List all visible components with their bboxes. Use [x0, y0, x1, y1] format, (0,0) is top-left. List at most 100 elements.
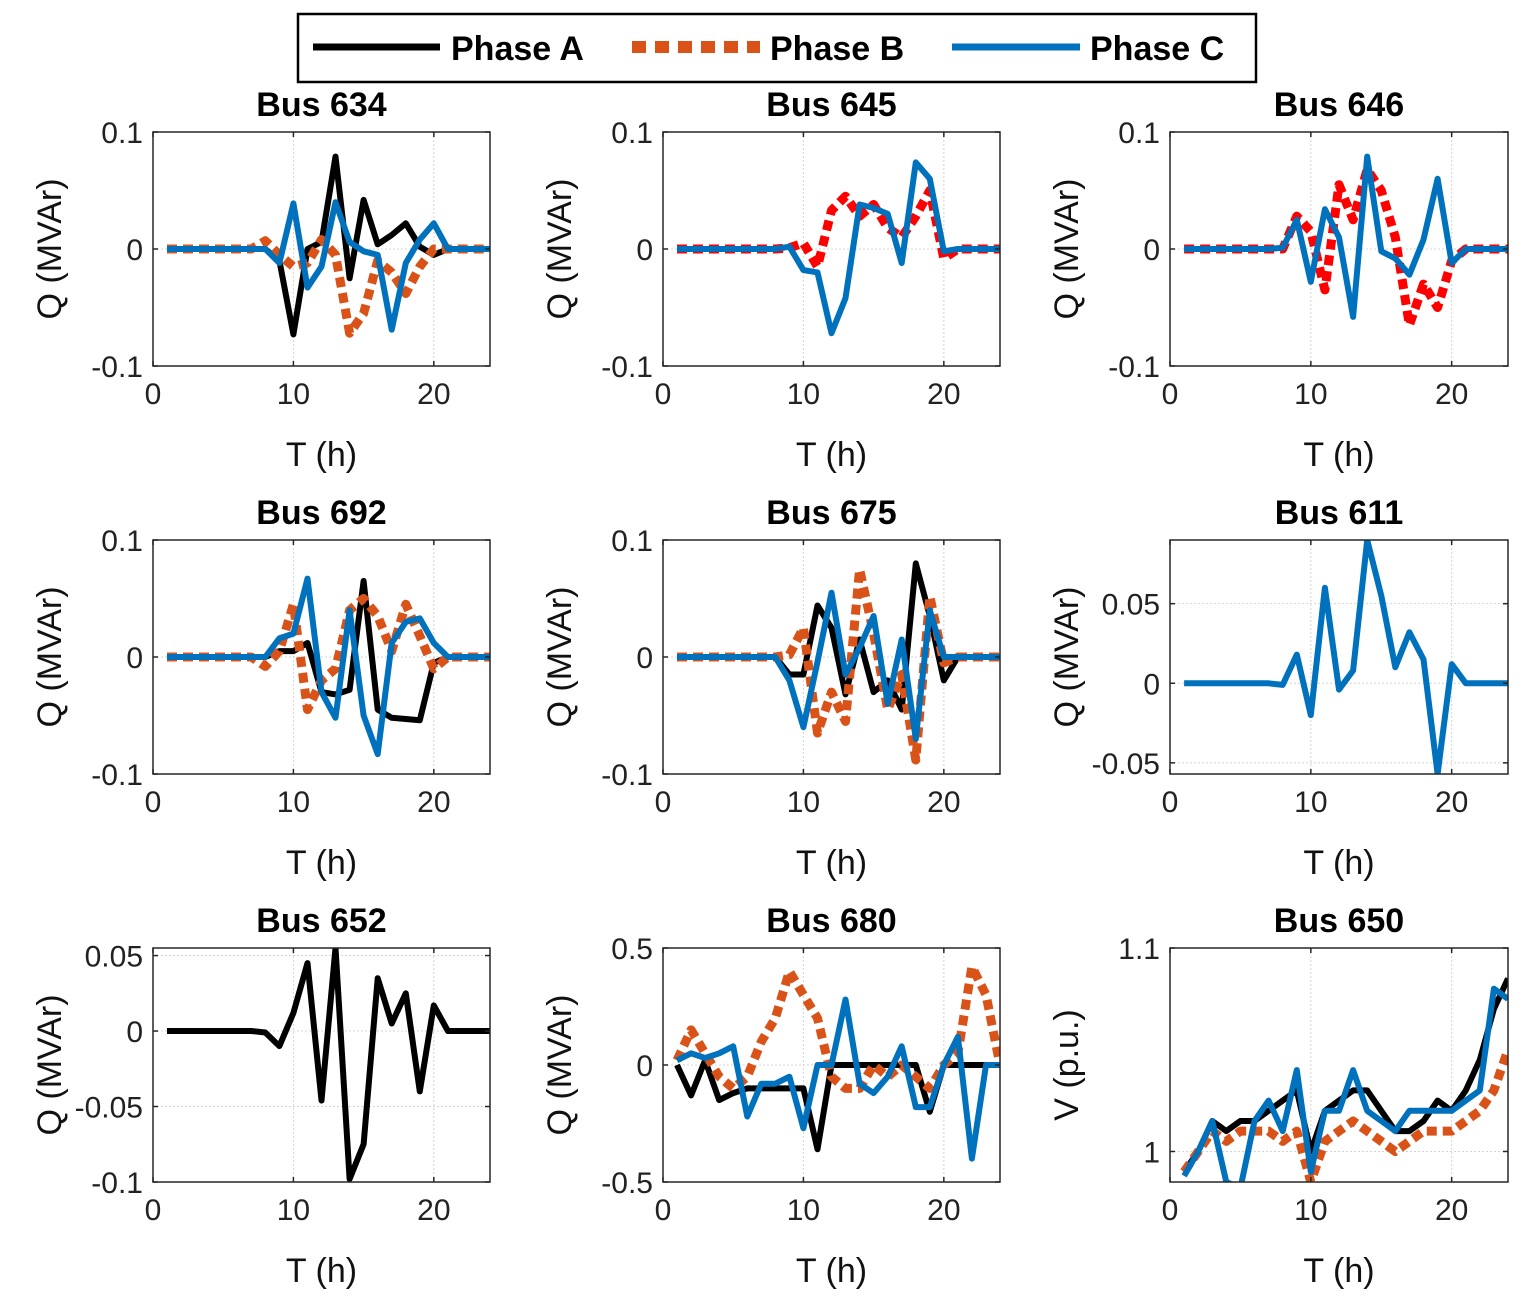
series-line-phase-c [167, 575, 490, 758]
y-tick-label: 1 [1143, 1136, 1160, 1169]
y-tick-label: 0 [126, 642, 143, 675]
x-axis-label: T (h) [286, 436, 357, 474]
x-axis-label: T (h) [286, 1252, 357, 1290]
subplot-bus-650: 0 10 20 1 1.1 Bus 650 T (h) V (p.u.) [1048, 902, 1509, 1290]
subplot-title: Bus 645 [766, 86, 896, 124]
x-tick-label: 0 [655, 1194, 672, 1227]
subplot-title: Bus 611 [1275, 494, 1404, 532]
x-axis-label: T (h) [1303, 844, 1374, 882]
y-axis-label: V (p.u.) [1048, 1009, 1086, 1120]
x-axis-label: T (h) [1303, 1252, 1374, 1290]
y-tick-label: -0.1 [601, 351, 653, 384]
x-tick-label: 10 [1294, 1194, 1327, 1227]
y-tick-label: -0.1 [91, 1167, 143, 1200]
subplot-title: Bus 652 [256, 902, 386, 940]
series-line-phase-a [167, 948, 490, 1182]
x-tick-label: 10 [1294, 786, 1327, 819]
y-tick-label: -0.5 [601, 1167, 653, 1200]
legend-label-phase-a: Phase A [451, 30, 584, 68]
y-tick-label: 0 [126, 1016, 143, 1049]
y-tick-label: 0.1 [611, 117, 653, 150]
x-tick-label: 0 [145, 378, 162, 411]
x-tick-label: 10 [787, 786, 820, 819]
legend-label-phase-c: Phase C [1090, 30, 1224, 68]
y-tick-label: 0.1 [1118, 117, 1160, 150]
y-tick-label: 0 [636, 642, 653, 675]
x-axis-label: T (h) [1303, 436, 1374, 474]
y-tick-label: 0.5 [611, 933, 653, 966]
y-axis-label: Q (MVAr) [1048, 586, 1086, 727]
x-tick-label: 10 [787, 1194, 820, 1227]
y-tick-label: -0.05 [1092, 748, 1160, 781]
x-tick-label: 20 [1435, 786, 1468, 819]
y-tick-label: 0.05 [1102, 589, 1160, 622]
series-line-phase-c [1184, 540, 1508, 774]
x-tick-label: 0 [145, 786, 162, 819]
subplot-title: Bus 634 [256, 86, 386, 124]
x-tick-label: 0 [1162, 378, 1179, 411]
x-tick-label: 0 [145, 1194, 162, 1227]
y-tick-label: 0 [126, 234, 143, 267]
y-tick-label: 0.05 [85, 941, 143, 974]
x-axis-label: T (h) [286, 844, 357, 882]
x-tick-label: 0 [1162, 786, 1179, 819]
y-axis-label: Q (MVAr) [1048, 178, 1086, 319]
legend: Phase A Phase B Phase C [296, 12, 1258, 84]
axes-box [1169, 947, 1509, 1183]
subplot-title: Bus 680 [766, 902, 896, 940]
x-tick-label: 20 [927, 378, 960, 411]
y-axis-label: Q (MVAr) [31, 586, 69, 727]
series-line-phase-b [1180, 1048, 1508, 1182]
y-axis-label: Q (MVAr) [541, 586, 579, 727]
x-tick-label: 10 [277, 786, 310, 819]
x-tick-label: 20 [927, 786, 960, 819]
series-line-phase-c [675, 996, 1000, 1162]
y-tick-label: -0.1 [601, 759, 653, 792]
x-tick-label: 10 [787, 378, 820, 411]
x-tick-label: 0 [655, 786, 672, 819]
y-tick-label: 0 [1143, 234, 1160, 267]
y-tick-label: 0.1 [611, 525, 653, 558]
series-line-phase-c [1184, 153, 1508, 320]
y-tick-label: 1.1 [1118, 933, 1160, 966]
subplot-title: Bus 675 [766, 494, 896, 532]
plot-area [1170, 540, 1508, 774]
x-tick-label: 10 [277, 1194, 310, 1227]
subplot-title: Bus 650 [1274, 902, 1404, 940]
y-axis-label: Q (MVAr) [31, 178, 69, 319]
x-axis-label: T (h) [796, 1252, 867, 1290]
y-axis-label: Q (MVAr) [541, 994, 579, 1135]
axes-box [1169, 539, 1509, 775]
y-axis-label: Q (MVAr) [31, 994, 69, 1135]
x-tick-label: 10 [1294, 378, 1327, 411]
x-tick-label: 20 [1435, 1194, 1468, 1227]
x-tick-label: 20 [927, 1194, 960, 1227]
y-tick-label: 0.1 [101, 117, 143, 150]
x-tick-label: 20 [417, 1194, 450, 1227]
subplot-bus-652: 0 10 20 -0.1 -0.05 0 0.05 Bus 652 T (h) Q (MVAr) [31, 902, 491, 1290]
legend-box [296, 12, 1258, 84]
y-tick-label: -0.1 [91, 351, 143, 384]
x-tick-label: 10 [277, 378, 310, 411]
x-tick-label: 20 [417, 378, 450, 411]
x-axis-label: T (h) [796, 844, 867, 882]
subplot-title: Bus 692 [256, 494, 386, 532]
y-tick-label: -0.05 [75, 1092, 143, 1125]
series-line-phase-c [1181, 985, 1508, 1182]
axes-box [152, 947, 491, 1183]
series-line-phase-c [677, 589, 1000, 742]
series-line-phase-c [167, 199, 490, 333]
x-tick-label: 20 [1435, 378, 1468, 411]
subplot-title: Bus 646 [1274, 86, 1404, 124]
plot-area [153, 948, 490, 1182]
y-tick-label: -0.1 [1108, 351, 1160, 384]
